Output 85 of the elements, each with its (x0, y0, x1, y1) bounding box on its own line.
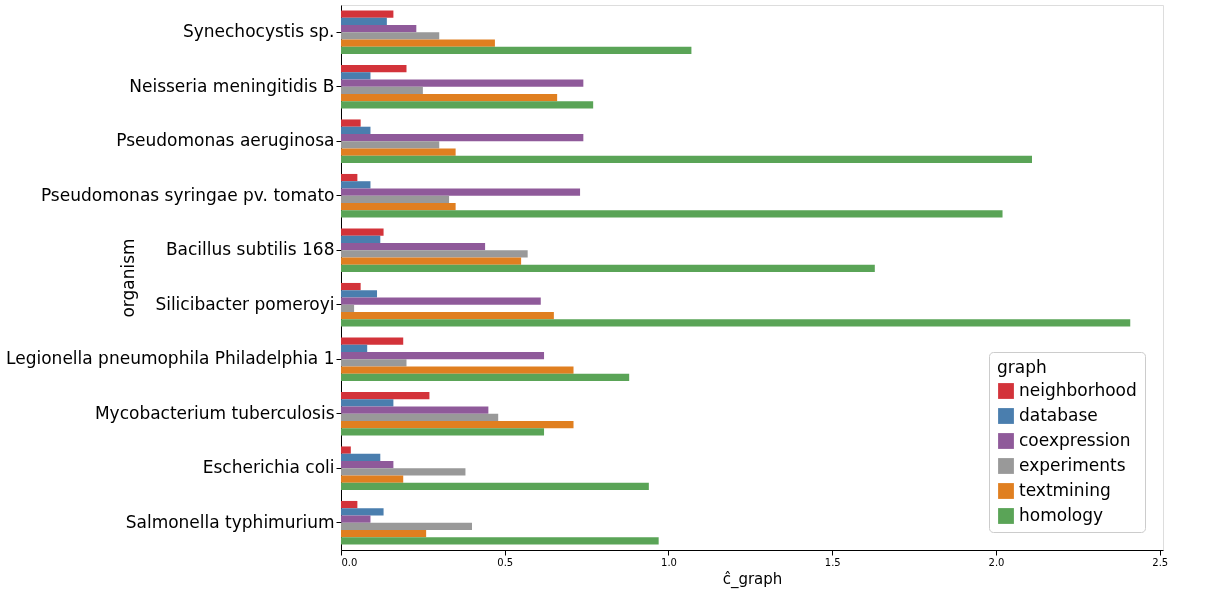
bar (341, 468, 466, 476)
x-tick-label: 0.5 (497, 556, 514, 568)
y-tick-label: Mycobacterium tuberculosis (94, 402, 335, 423)
bar (341, 337, 404, 345)
x-axis-title: ĉ_graph (722, 569, 783, 589)
legend-label: coexpression (1019, 430, 1131, 450)
x-tick-label: 2.0 (988, 556, 1005, 568)
bar (341, 319, 1131, 327)
bar (341, 475, 404, 483)
bar (341, 373, 630, 382)
y-tick-label: Pseudomonas aeruginosa (116, 130, 335, 151)
x-tick-label: 2.5 (1152, 556, 1169, 568)
bar (341, 421, 574, 429)
bar (341, 242, 486, 251)
bar (341, 257, 522, 265)
legend-label: experiments (1019, 455, 1126, 475)
legend-label: homology (1019, 505, 1104, 525)
bar (341, 391, 430, 400)
y-tick-label: Salmonella typhimurium (125, 511, 335, 532)
bar (341, 24, 417, 33)
bar (341, 148, 456, 156)
bar (341, 141, 440, 149)
bar (341, 86, 423, 95)
bar (341, 228, 384, 236)
y-tick-label: Bacillus subtilis 168 (165, 239, 335, 260)
bar (341, 264, 875, 273)
bar (341, 17, 387, 25)
bar (341, 304, 355, 313)
y-tick-label: Synechocystis sp. (182, 21, 335, 42)
legend-label: neighborhood (1019, 380, 1137, 400)
bar (341, 428, 545, 436)
bar (341, 530, 427, 538)
bar (341, 297, 541, 305)
bar (341, 173, 358, 182)
bar (341, 482, 649, 491)
bar (341, 312, 554, 320)
bar (341, 181, 371, 189)
bar (341, 413, 499, 422)
bar (341, 522, 472, 531)
bar (341, 126, 371, 134)
bar (341, 250, 528, 258)
x-tick-label: 1.0 (661, 556, 677, 568)
bar (341, 64, 407, 73)
x-tick-label: 1.5 (824, 556, 841, 568)
bar (341, 366, 574, 374)
bar (341, 359, 407, 367)
bar (341, 133, 584, 142)
legend-label: database (1019, 405, 1098, 425)
legend-title: graph (997, 357, 1047, 377)
bar (341, 119, 361, 127)
y-tick-label: Neisseria meningitidis B (129, 75, 335, 96)
bar (341, 460, 394, 469)
bar (341, 453, 381, 461)
bar (341, 188, 581, 196)
y-tick-label: Escherichia coli (202, 457, 335, 478)
bar (341, 155, 1032, 164)
bar (341, 72, 371, 80)
bar (341, 446, 351, 454)
bar (341, 101, 594, 109)
bar (341, 79, 584, 87)
bar (341, 406, 489, 414)
bar (341, 500, 358, 509)
y-tick-label: Silicibacter pomeroyi (155, 293, 335, 314)
bar (341, 399, 394, 407)
y-tick-label: Pseudomonas syringae pv. tomato (40, 184, 335, 205)
y-axis-title: organism (117, 238, 138, 318)
bar (341, 235, 381, 243)
bar (341, 282, 361, 291)
bar (341, 195, 450, 204)
bar (341, 508, 384, 516)
bar (341, 32, 440, 40)
bar (341, 515, 371, 523)
bar (341, 10, 394, 18)
bar (341, 203, 456, 211)
bar (341, 351, 545, 360)
bar (341, 537, 659, 545)
bar (341, 39, 495, 47)
y-tick-label: Legionella pneumophila Philadelphia 1 (6, 348, 335, 369)
bar (341, 210, 1003, 218)
legend-label: textmining (1019, 480, 1111, 500)
bar (341, 46, 692, 55)
bar (341, 344, 368, 352)
bar (341, 94, 558, 102)
bar (341, 290, 378, 298)
x-tick-label: 0.0 (341, 556, 358, 568)
